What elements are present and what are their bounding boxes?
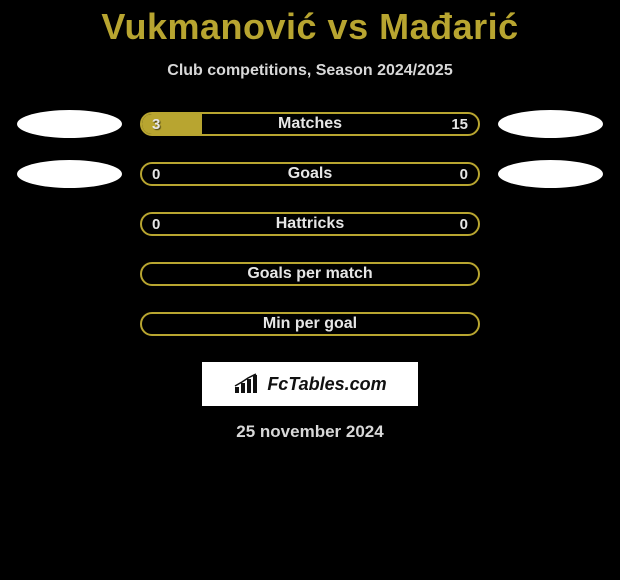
stat-row-hattricks: 0 Hattricks 0 (0, 210, 620, 238)
right-marker (498, 160, 603, 188)
left-marker (17, 210, 122, 238)
stat-row-goals-per-match: Goals per match (0, 260, 620, 288)
bar-chart-icon (233, 373, 261, 395)
stat-bar: Min per goal (140, 312, 480, 336)
stat-row-matches: 3 Matches 15 (0, 110, 620, 138)
right-marker (498, 310, 603, 338)
season-subtitle: Club competitions, Season 2024/2025 (167, 62, 452, 80)
stat-row-min-per-goal: Min per goal (0, 310, 620, 338)
stat-bar: 3 Matches 15 (140, 112, 480, 136)
stat-right-value: 0 (460, 214, 468, 234)
stat-bar: 0 Hattricks 0 (140, 212, 480, 236)
stat-right-value: 0 (460, 164, 468, 184)
stat-label: Goals per match (142, 264, 478, 284)
left-marker (17, 160, 122, 188)
right-marker (498, 110, 603, 138)
stat-label: Matches (142, 114, 478, 134)
stat-row-goals: 0 Goals 0 (0, 160, 620, 188)
left-marker (17, 260, 122, 288)
left-marker (17, 110, 122, 138)
right-marker (498, 260, 603, 288)
stat-label: Goals (142, 164, 478, 184)
stat-bar: Goals per match (140, 262, 480, 286)
stat-label: Min per goal (142, 314, 478, 334)
stat-right-value: 15 (451, 114, 468, 134)
logo-text: FcTables.com (267, 374, 386, 395)
comparison-card: Vukmanović vs Mađarić Club competitions,… (0, 0, 620, 442)
stat-bar: 0 Goals 0 (140, 162, 480, 186)
date-label: 25 november 2024 (236, 422, 383, 442)
stat-label: Hattricks (142, 214, 478, 234)
page-title: Vukmanović vs Mađarić (101, 6, 518, 48)
right-marker (498, 210, 603, 238)
left-marker (17, 310, 122, 338)
fctables-logo[interactable]: FcTables.com (202, 362, 418, 406)
